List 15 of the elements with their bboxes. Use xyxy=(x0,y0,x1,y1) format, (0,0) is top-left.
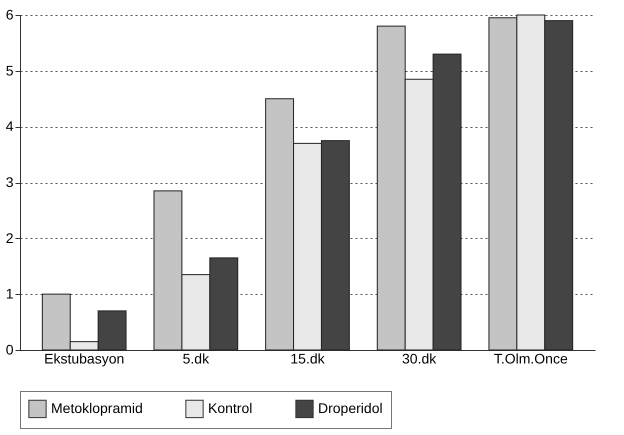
y-tick-label: 0 xyxy=(6,342,14,358)
y-tick-label: 1 xyxy=(6,286,14,302)
y-tick-label: 4 xyxy=(6,118,14,134)
x-tick-label: 5.dk xyxy=(182,350,210,366)
x-tick-label: Ekstubasyon xyxy=(44,350,124,366)
y-tick-label: 5 xyxy=(6,62,14,78)
x-tick-label: 30.dk xyxy=(402,350,438,366)
x-tick-label: 15.dk xyxy=(290,350,326,366)
legend-label: Metoklopramid xyxy=(51,400,143,416)
legend-label: Droperidol xyxy=(318,400,383,416)
y-tick-label: 2 xyxy=(6,230,14,246)
legend-label: Kontrol xyxy=(208,400,252,416)
y-tick-label: 6 xyxy=(6,6,14,22)
y-tick-label: 3 xyxy=(6,174,14,190)
x-tick-label: T.Olm.Once xyxy=(494,350,568,366)
